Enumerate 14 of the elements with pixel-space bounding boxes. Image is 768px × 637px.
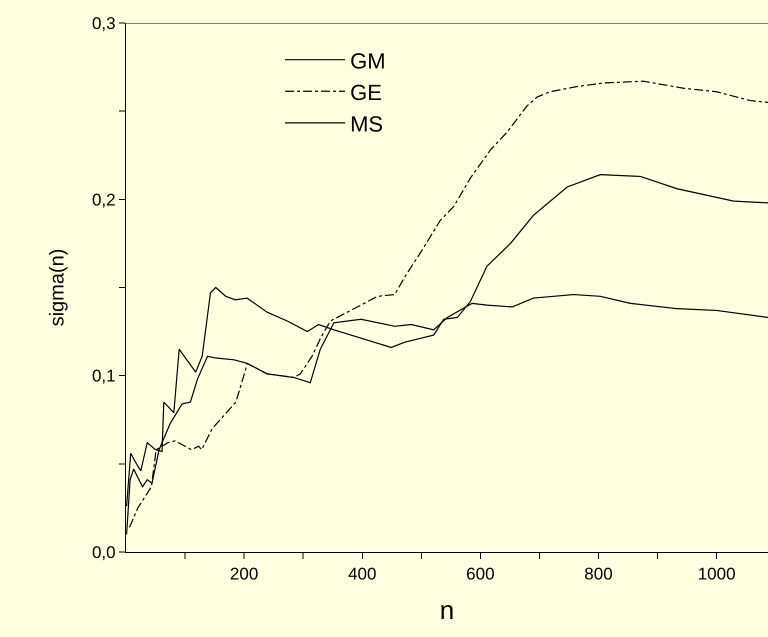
x-axis-title: n (440, 595, 454, 626)
y-tick-label: 0,2 (92, 190, 116, 210)
y-tick-label: 0,3 (92, 14, 116, 33)
legend-label: GE (350, 80, 382, 105)
x-tick-label: 200 (230, 564, 258, 584)
x-tick-label: 1000 (698, 564, 736, 584)
x-tick-label: 600 (466, 564, 495, 584)
legend-label: GM (350, 48, 386, 74)
x-tick-label: 800 (584, 564, 613, 584)
x-tick-label: 400 (348, 564, 376, 584)
y-tick-label: 0,0 (92, 542, 116, 562)
y-tick-label: 0,1 (92, 366, 116, 386)
y-axis-title: sigma(n) (46, 248, 68, 326)
legend-label: MS (350, 111, 384, 136)
